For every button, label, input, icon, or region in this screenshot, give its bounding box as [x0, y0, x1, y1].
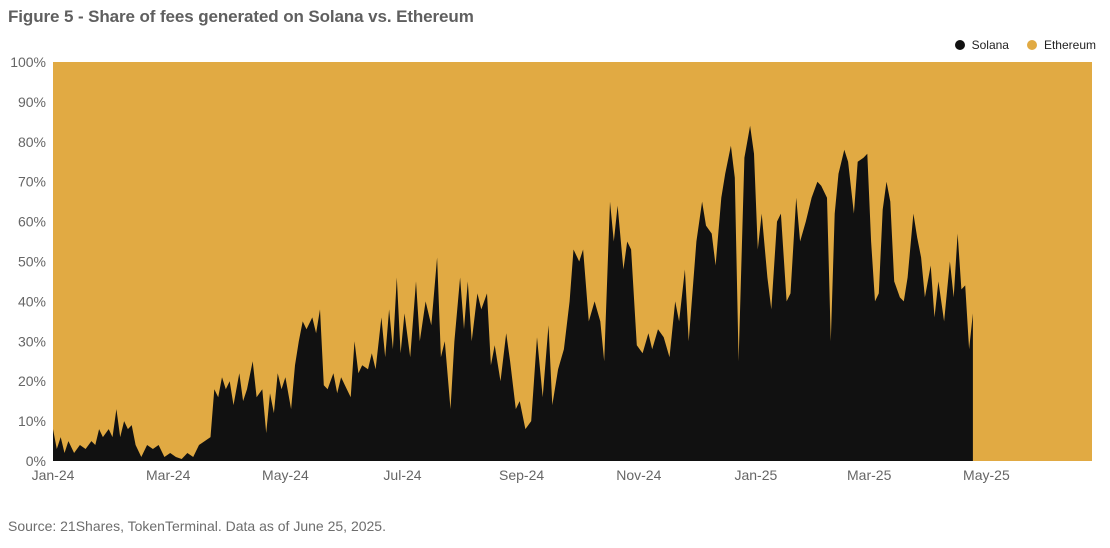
- legend-item-solana: Solana: [954, 38, 1009, 52]
- legend-label-solana: Solana: [971, 38, 1009, 52]
- x-tick-label: Mar-25: [847, 467, 892, 483]
- y-tick-label: 30%: [18, 333, 46, 349]
- y-tick-label: 0%: [26, 453, 46, 469]
- x-tick-label: May-25: [963, 467, 1010, 483]
- chart-legend: Solana Ethereum: [937, 38, 1096, 52]
- x-tick-label: Nov-24: [616, 467, 661, 483]
- y-tick-label: 90%: [18, 94, 46, 110]
- legend-item-ethereum: Ethereum: [1026, 38, 1096, 52]
- y-tick-label: 100%: [10, 54, 46, 70]
- x-tick-label: May-24: [262, 467, 309, 483]
- source-note: Source: 21Shares, TokenTerminal. Data as…: [8, 518, 386, 534]
- series-area-solana: [53, 125, 973, 462]
- y-tick-label: 60%: [18, 214, 46, 230]
- chart-title: Figure 5 - Share of fees generated on So…: [8, 7, 474, 26]
- y-tick-label: 70%: [18, 174, 46, 190]
- y-tick-label: 40%: [18, 293, 46, 309]
- legend-marker-solana: [954, 40, 965, 50]
- x-tick-label: Sep-24: [499, 467, 544, 483]
- x-tick-label: Jan-25: [734, 467, 777, 483]
- y-tick-label: 80%: [18, 134, 46, 150]
- legend-marker-ethereum: [1026, 40, 1037, 50]
- y-tick-label: 20%: [18, 373, 46, 389]
- x-tick-label: Jan-24: [32, 467, 75, 483]
- legend-label-ethereum: Ethereum: [1043, 38, 1096, 52]
- x-tick-label: Mar-24: [146, 467, 191, 483]
- y-tick-label: 10%: [18, 413, 46, 429]
- x-tick-label: Jul-24: [383, 467, 421, 483]
- y-tick-label: 50%: [18, 254, 46, 270]
